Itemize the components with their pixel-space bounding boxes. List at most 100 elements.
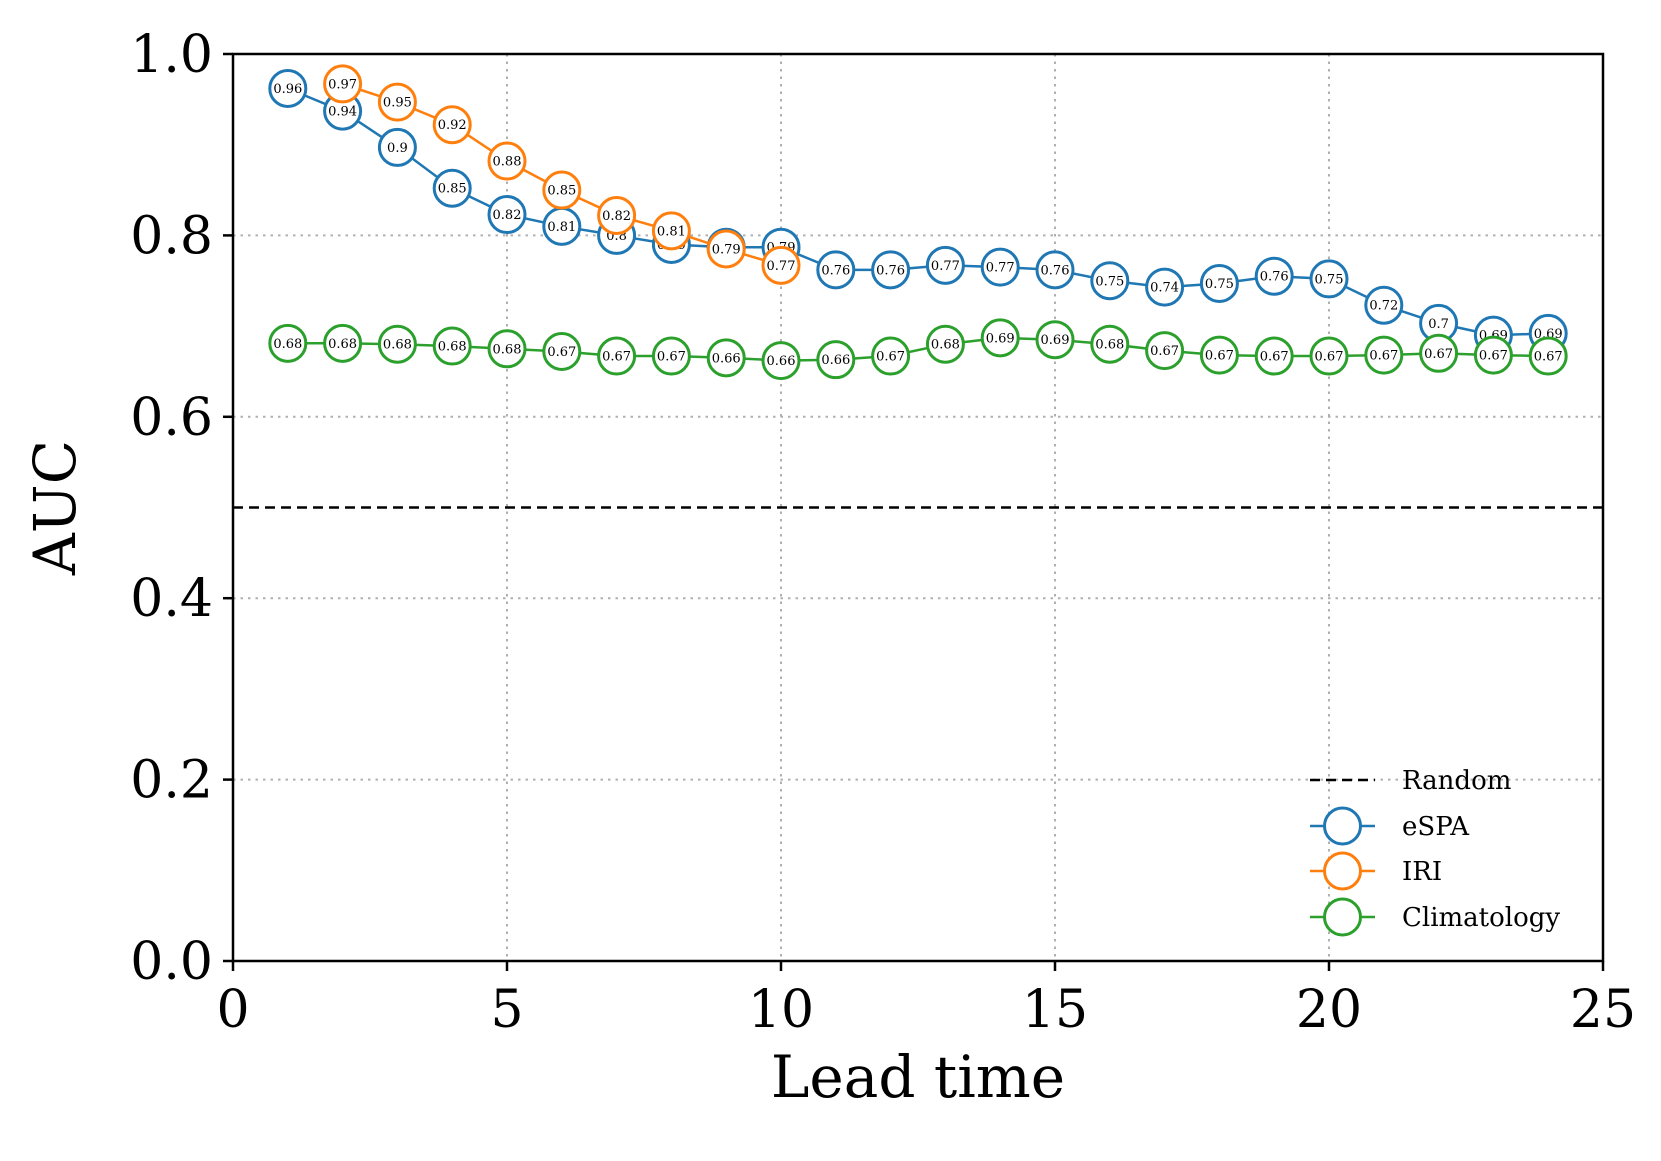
data-label-iri: 0.82 [602, 209, 631, 224]
legend-swatch-marker-espa [1323, 806, 1362, 846]
y-tick-label: 0.8 [130, 206, 213, 266]
data-point-iri [323, 64, 363, 104]
data-label-espa: 0.77 [931, 259, 960, 274]
data-point-climatology [1419, 333, 1459, 373]
series-line-espa [287, 87, 1549, 337]
data-label-climatology: 0.68 [931, 338, 960, 353]
data-label-espa: 0.85 [438, 182, 467, 197]
x-tick-label: 20 [1296, 980, 1362, 1040]
data-point-climatology [1090, 324, 1130, 364]
data-label-climatology: 0.67 [602, 350, 631, 365]
x-axis-label: Lead time [771, 1043, 1065, 1111]
data-point-iri [432, 105, 472, 145]
data-label-climatology: 0.67 [1534, 350, 1563, 365]
data-label-iri: 0.81 [657, 224, 686, 239]
data-label-espa: 0.75 [1205, 277, 1234, 292]
data-label-climatology: 0.69 [1041, 333, 1070, 348]
data-point-climatology [1528, 336, 1568, 376]
data-label-espa: 0.72 [1369, 299, 1398, 314]
data-label-climatology: 0.67 [547, 345, 576, 360]
data-point-climatology [268, 323, 308, 363]
data-label-iri: 0.79 [712, 243, 741, 258]
legend-label-iri: IRI [1402, 857, 1442, 887]
data-label-espa: 0.9 [387, 141, 408, 156]
legend-swatch-marker-climatology [1323, 897, 1362, 937]
data-label-espa: 0.76 [821, 263, 850, 278]
legend-label-espa: eSPA [1402, 812, 1470, 842]
data-label-espa: 0.75 [1315, 272, 1344, 287]
data-label-espa: 0.76 [876, 263, 905, 278]
axis-ticks: 0 5 10 15 20 25 0.0 0.2 0.4 0.6 0.8 1.0 [130, 25, 1636, 1040]
data-point-iri [487, 141, 527, 181]
data-label-espa: 0.75 [1095, 274, 1124, 289]
data-point-espa [487, 195, 527, 235]
data-label-espa: 0.74 [1150, 281, 1179, 296]
y-axis-label: AUC [21, 440, 89, 576]
series-group: 0.960.940.90.850.820.810.80.790.790.790.… [268, 64, 1568, 381]
data-label-climatology: 0.66 [821, 353, 850, 368]
data-point-iri [651, 211, 691, 251]
y-tick-label: 0.4 [130, 569, 213, 629]
x-tick-label: 10 [748, 980, 814, 1040]
data-label-iri: 0.92 [438, 118, 467, 133]
data-label-espa: 0.76 [1041, 263, 1070, 278]
y-tick-label: 0.2 [130, 751, 213, 811]
legend: Random eSPA IRI Climatology [1310, 766, 1560, 937]
data-point-climatology [871, 336, 911, 376]
data-label-espa: 0.7 [1428, 317, 1449, 332]
data-label-climatology: 0.67 [1424, 347, 1453, 362]
data-label-climatology: 0.67 [657, 350, 686, 365]
data-point-climatology [1309, 336, 1349, 376]
data-point-climatology [925, 324, 965, 364]
data-point-climatology [542, 331, 582, 371]
data-point-espa [377, 127, 417, 167]
data-point-climatology [651, 336, 691, 376]
data-label-climatology: 0.66 [767, 354, 796, 369]
data-label-espa: 0.81 [547, 220, 576, 235]
data-point-espa [1364, 285, 1404, 325]
data-label-espa: 0.82 [493, 208, 522, 223]
data-label-espa: 0.76 [1260, 270, 1289, 285]
data-label-espa: 0.94 [328, 105, 357, 120]
data-point-espa [1090, 261, 1130, 301]
x-tick-label: 25 [1570, 980, 1636, 1040]
data-point-espa [925, 245, 965, 285]
data-point-climatology [323, 323, 363, 363]
data-point-espa [1199, 263, 1239, 303]
data-point-climatology [1254, 336, 1294, 376]
data-label-espa: 0.96 [273, 82, 302, 97]
data-point-espa [432, 168, 472, 208]
data-label-climatology: 0.67 [876, 350, 905, 365]
data-point-espa [1035, 250, 1075, 290]
data-label-espa: 0.77 [986, 261, 1015, 276]
data-point-iri [542, 170, 582, 210]
data-label-climatology: 0.66 [712, 351, 741, 366]
data-point-espa [1145, 267, 1185, 307]
x-tick-label: 5 [490, 980, 523, 1040]
legend-label-climatology: Climatology [1402, 903, 1560, 933]
data-label-climatology: 0.67 [1205, 349, 1234, 364]
data-point-espa [1309, 259, 1349, 299]
x-tick-label: 15 [1022, 980, 1088, 1040]
data-label-climatology: 0.68 [438, 340, 467, 355]
data-label-climatology: 0.67 [1150, 344, 1179, 359]
y-tick-label: 0.0 [130, 932, 213, 992]
data-label-iri: 0.88 [493, 155, 522, 170]
data-point-climatology [1199, 335, 1239, 375]
series-climatology: 0.68 0.68 0.68 0.68 0.68 0.67 0.67 0.67 0.66 0.66… [268, 318, 1568, 381]
data-label-climatology: 0.68 [273, 337, 302, 352]
series-line-climatology [287, 336, 1549, 362]
data-point-iri [377, 82, 417, 122]
data-point-climatology [377, 324, 417, 364]
data-point-espa [1254, 256, 1294, 296]
data-label-climatology: 0.67 [1479, 349, 1508, 364]
data-label-iri: 0.95 [383, 96, 412, 111]
data-point-espa [980, 247, 1020, 287]
data-point-climatology [1364, 335, 1404, 375]
series-iri: 0.97 0.95 0.92 0.88 0.85 0.82 0.81 0.79 0.77 [323, 64, 801, 285]
legend-label-random: Random [1402, 766, 1511, 796]
data-label-climatology: 0.68 [383, 338, 412, 353]
x-tick-label: 0 [216, 980, 249, 1040]
